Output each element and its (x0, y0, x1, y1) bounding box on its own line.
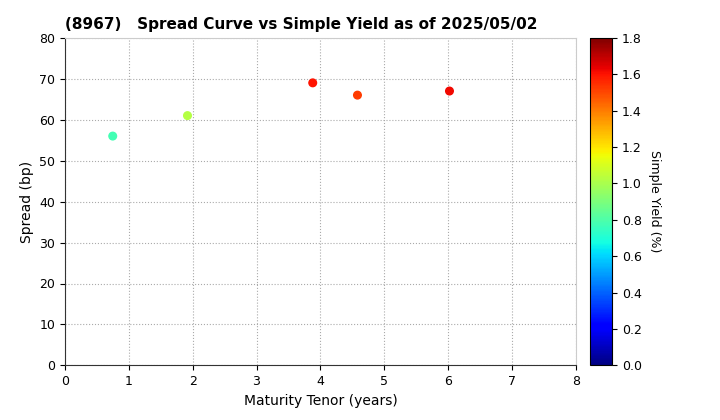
Y-axis label: Simple Yield (%): Simple Yield (%) (648, 150, 661, 253)
Text: (8967)   Spread Curve vs Simple Yield as of 2025/05/02: (8967) Spread Curve vs Simple Yield as o… (65, 18, 537, 32)
Point (181, 112, 193, 119)
Point (351, 92, 363, 98)
X-axis label: Maturity Tenor (years): Maturity Tenor (years) (243, 394, 397, 408)
Point (444, 88, 455, 94)
Point (107, 133, 119, 139)
Y-axis label: Spread (bp): Spread (bp) (19, 160, 34, 243)
Point (307, 79, 318, 86)
